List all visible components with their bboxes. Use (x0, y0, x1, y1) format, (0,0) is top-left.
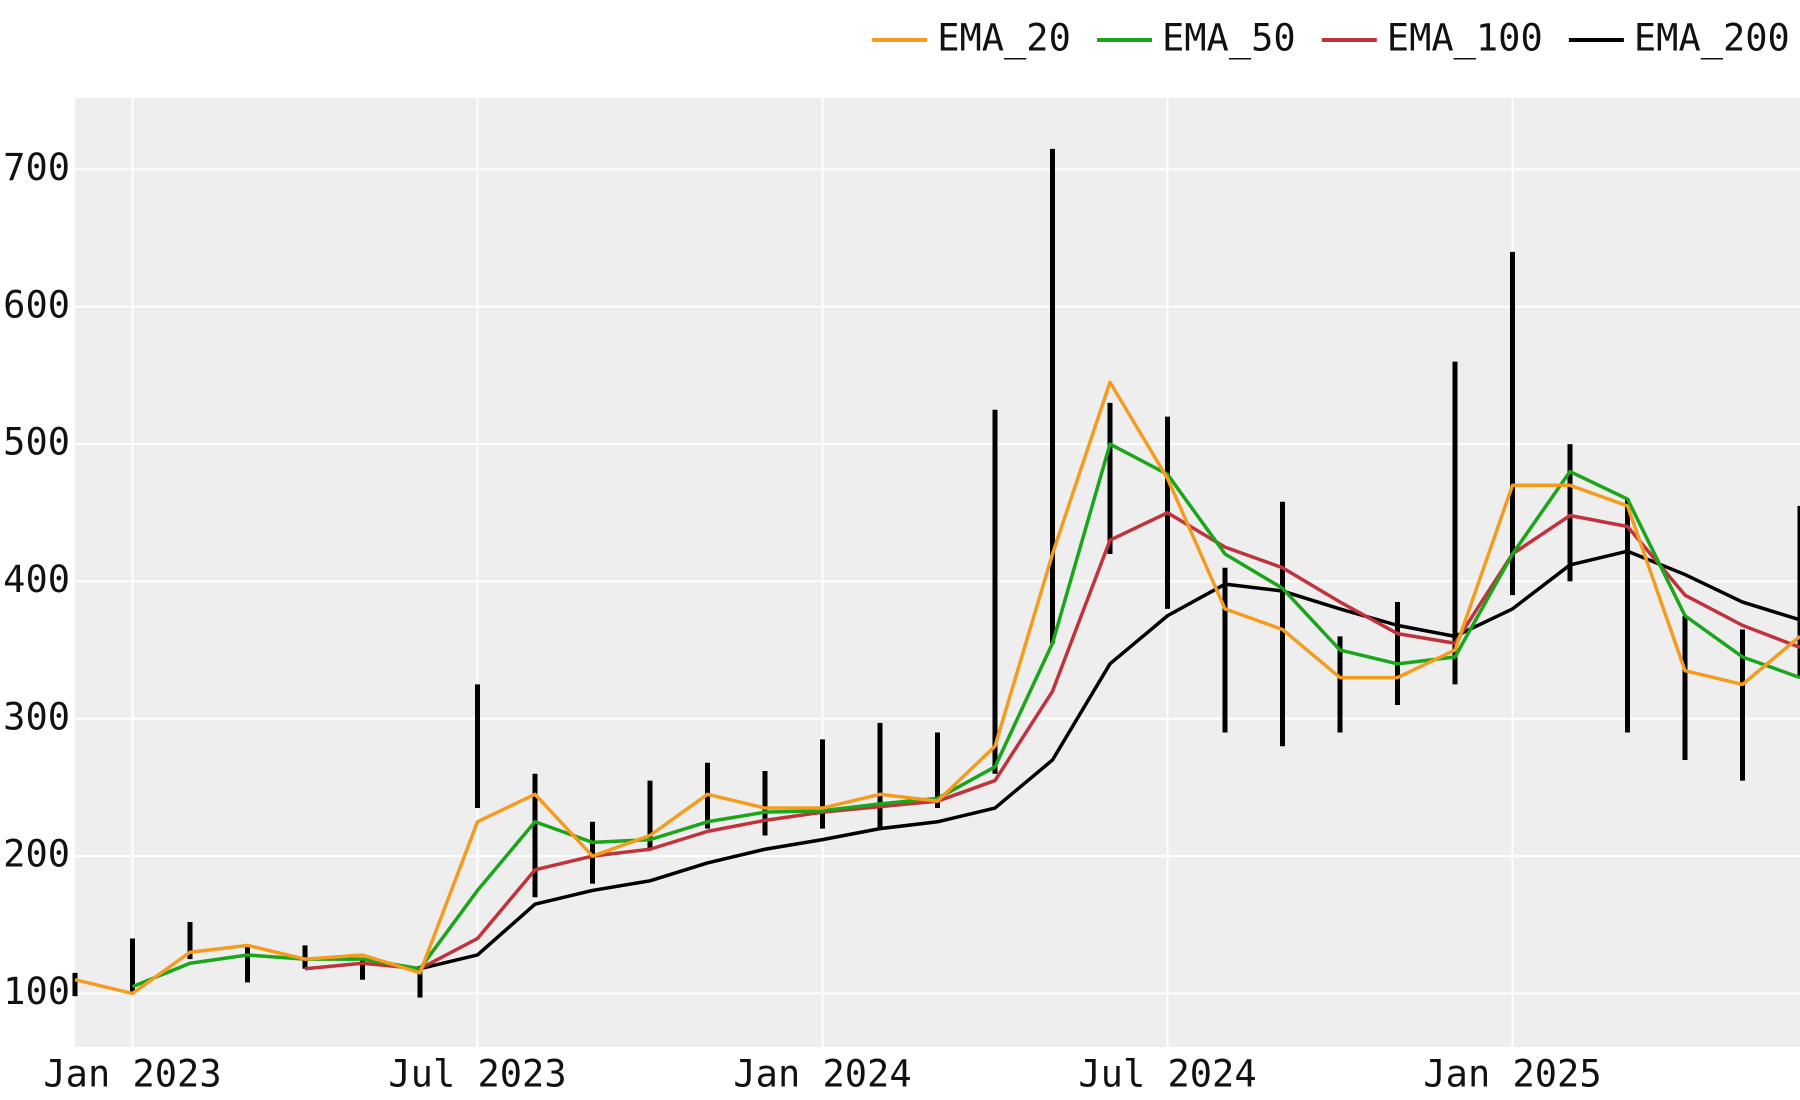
legend-label: EMA_100 (1387, 17, 1543, 61)
y-tick-label: 200 (3, 833, 70, 876)
y-tick-label: 400 (3, 558, 70, 601)
ema-line (304, 511, 1800, 971)
legend-label: EMA_50 (1162, 17, 1296, 61)
y-tick-label: 500 (3, 421, 70, 464)
ema-line (419, 549, 1800, 971)
legend-label: EMA_20 (937, 17, 1071, 61)
x-tick-label: Jan 2024 (733, 1053, 911, 1096)
x-tick-label: Jul 2023 (388, 1053, 566, 1096)
plot-area (75, 98, 1800, 1047)
ema-line (74, 380, 1800, 996)
ema-line (131, 442, 1800, 989)
y-tick-label: 100 (3, 970, 70, 1013)
x-tick-label: Jul 2024 (1078, 1053, 1256, 1096)
x-tick-label: Jan 2025 (1423, 1053, 1601, 1096)
y-tick-label: 600 (3, 283, 70, 326)
y-tick-label: 700 (3, 146, 70, 189)
x-tick-label: Jan 2023 (43, 1053, 221, 1096)
y-tick-label: 300 (3, 695, 70, 738)
legend-label: EMA_200 (1634, 17, 1790, 61)
